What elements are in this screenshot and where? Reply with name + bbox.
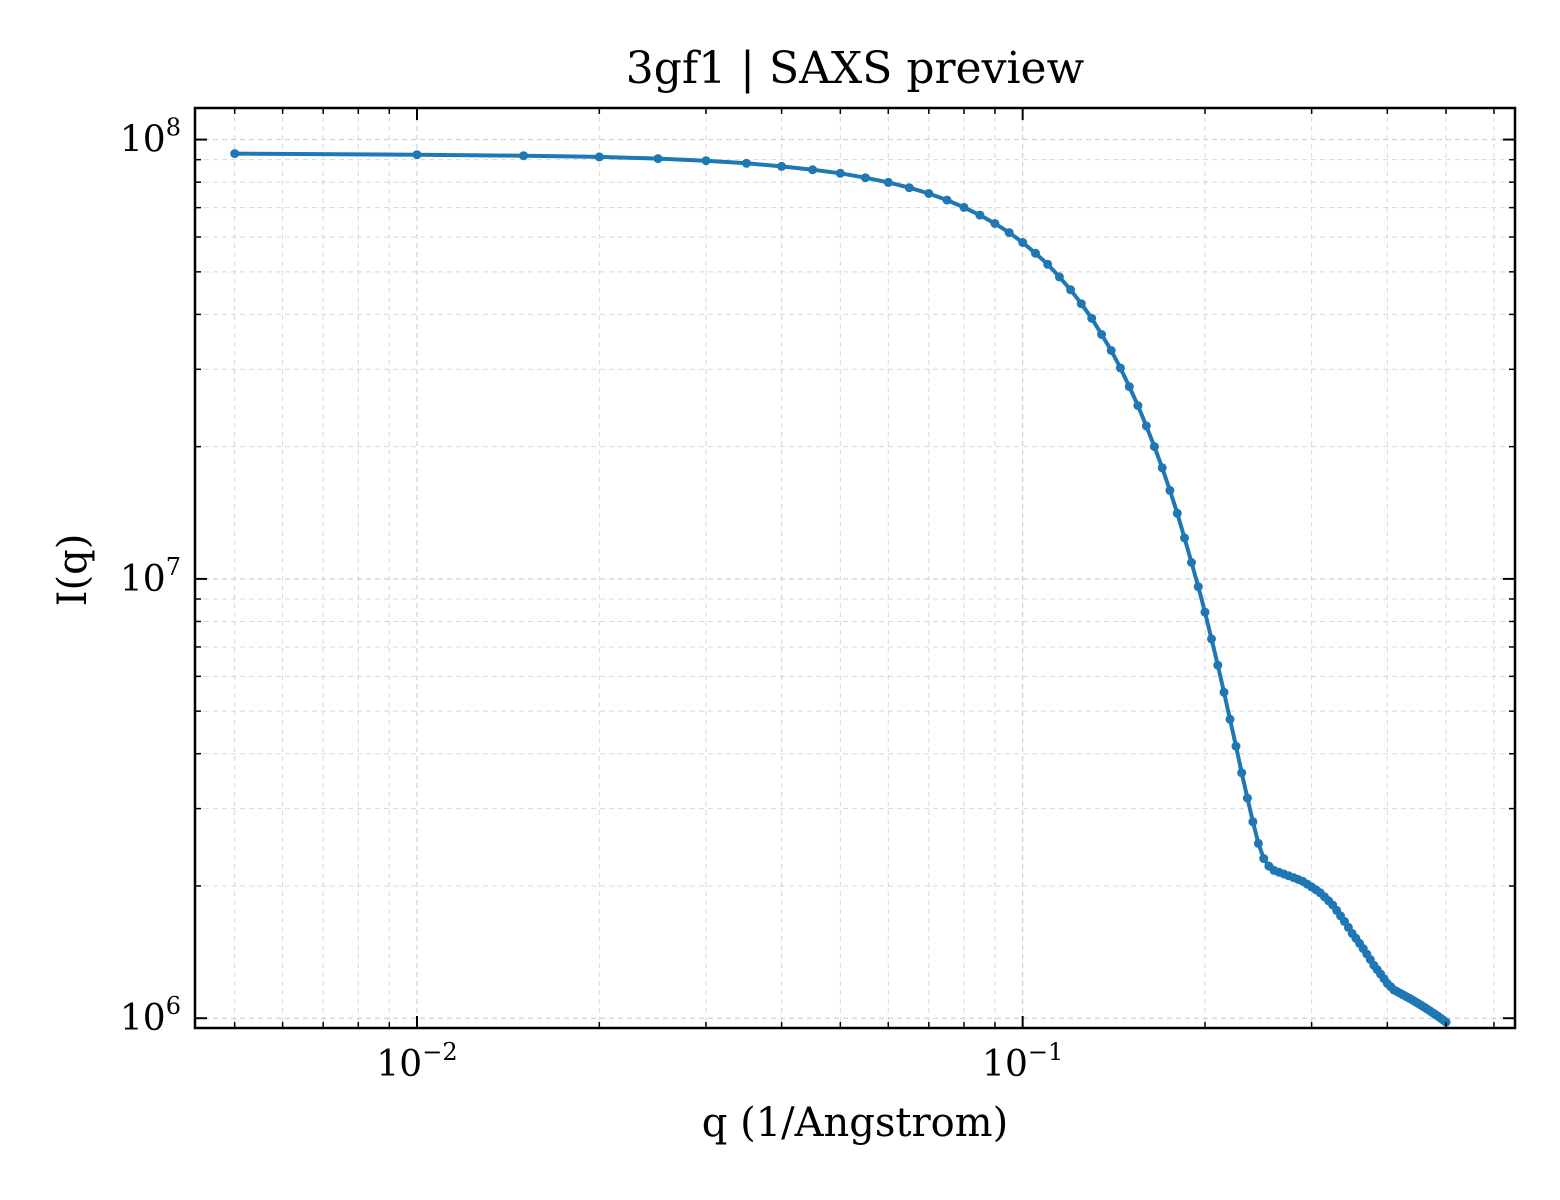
data-point [1172,508,1182,518]
data-point [1231,741,1241,751]
data-point [1004,228,1014,238]
data-point [701,156,711,166]
data-point [594,152,604,162]
data-point [1018,238,1028,247]
data-point [412,150,422,160]
y-tick-label: 107 [120,553,181,600]
x-tick-label: 10−2 [376,1038,457,1085]
data-point [959,202,969,212]
chart-title: 3gf1 | SAXS preview [626,43,1085,94]
data-point [1115,363,1125,373]
data-point [924,189,934,198]
data-point [1200,607,1210,617]
y-tick-label: 106 [120,992,181,1039]
data-point [1242,793,1252,803]
data-point [1087,313,1097,323]
data-point [1259,854,1269,863]
data-point [904,183,914,193]
data-point [1141,421,1151,431]
data-point [519,151,529,161]
plot-frame [193,106,1517,1030]
data-point [1054,272,1064,282]
data-point [1133,401,1143,411]
data-point [1187,558,1196,567]
data-point [1106,346,1116,355]
data-point [1207,634,1216,644]
data-point [808,165,818,175]
data-point [1180,533,1189,543]
data-point [1157,463,1167,473]
data-point [1149,442,1159,452]
data-point [1031,248,1040,258]
data-point [1124,382,1134,392]
data-point [975,210,985,220]
x-axis-label: q (1/Angstrom) [702,1100,1008,1146]
data-point [1066,285,1076,295]
data-point [1076,299,1086,309]
data-point [942,195,952,205]
data-point [1097,330,1107,339]
data-layer [230,149,1451,1027]
x-tick-label: 10−1 [982,1038,1063,1085]
y-tick-label: 108 [120,114,181,161]
data-point [1219,687,1229,697]
data-point [777,161,787,171]
data-point [1248,817,1258,827]
y-axis-label: I(q) [50,534,96,607]
data-point [860,173,870,183]
data-point [1237,768,1247,778]
tick-layer: 10−2 10−1 106 107 108 [120,108,1515,1085]
data-point [1193,582,1203,592]
data-point [835,168,845,178]
data-point [1225,714,1235,724]
data-point [742,158,751,168]
data-point [1213,660,1223,670]
data-point [990,219,1000,228]
data-point [1253,838,1263,848]
grid-layer [195,108,1515,1028]
data-point [1043,259,1053,269]
data-point [653,154,663,164]
data-point [883,177,893,187]
data-point [230,149,240,159]
data-point [1165,485,1175,495]
